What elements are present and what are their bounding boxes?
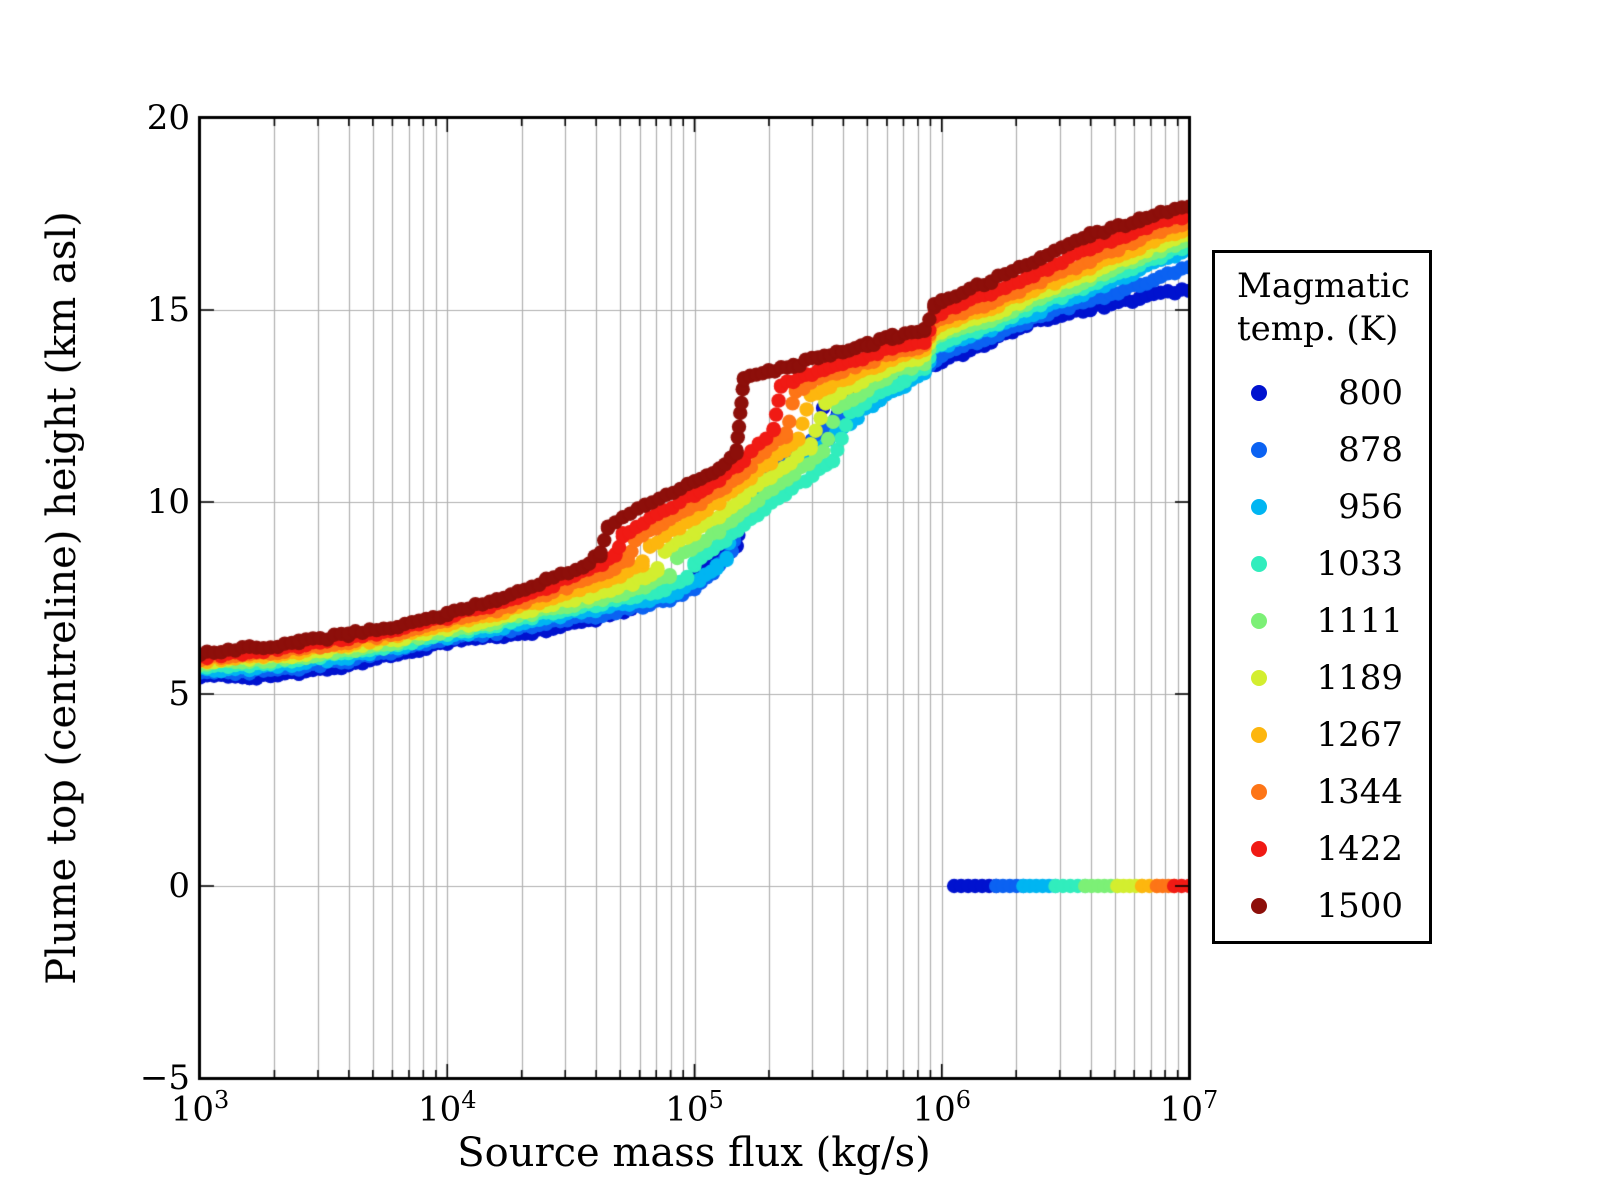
x-tick-10e6: 106 [912, 1086, 972, 1130]
y-tick--5: −5 [139, 1058, 190, 1098]
y-tick-5: 5 [168, 674, 190, 714]
legend-marker-icon [1251, 726, 1267, 743]
legend-entry-878: 878 [1237, 421, 1415, 478]
legend-value: 1033 [1316, 543, 1403, 584]
legend-marker-icon [1251, 669, 1267, 686]
legend-title-line2: temp. (K) [1237, 308, 1399, 349]
y-tick-10: 10 [146, 482, 190, 522]
legend-entry-1344: 1344 [1237, 763, 1415, 820]
legend-value: 878 [1338, 429, 1403, 470]
legend-value: 1111 [1316, 600, 1403, 641]
legend-marker-icon [1251, 384, 1267, 401]
legend-entry-956: 956 [1237, 478, 1415, 535]
legend-entry-800: 800 [1237, 364, 1415, 421]
legend-marker-icon [1251, 441, 1267, 458]
legend-entry-1111: 1111 [1237, 592, 1415, 649]
legend-entry-1033: 1033 [1237, 535, 1415, 592]
legend-entry-1422: 1422 [1237, 820, 1415, 877]
legend-entry-1267: 1267 [1237, 706, 1415, 763]
y-tick-15: 15 [146, 290, 190, 330]
legend-entries: 800 878 956 1033 1111 1189 1267 1344 1422 1500 [1237, 364, 1415, 934]
legend-value: 1422 [1316, 828, 1403, 869]
legend-marker-icon [1251, 783, 1267, 800]
y-tick-20: 20 [146, 98, 190, 138]
legend-title-line1: Magmatic [1237, 266, 1410, 306]
y-tick-0: 0 [168, 866, 190, 906]
x-axis-label: Source mass flux (kg/s) [457, 1130, 931, 1176]
legend-value: 956 [1338, 486, 1403, 527]
legend-entry-1500: 1500 [1237, 877, 1415, 934]
legend-entry-1189: 1189 [1237, 649, 1415, 706]
x-tick-10e3: 103 [170, 1086, 230, 1130]
legend-marker-icon [1251, 612, 1267, 629]
legend-title: Magmatic temp. (K) [1237, 265, 1415, 350]
legend-marker-icon [1251, 498, 1267, 515]
x-tick-10e4: 104 [417, 1086, 477, 1130]
legend-box: Magmatic temp. (K) 800 878 956 1033 1111 1189… [1212, 250, 1432, 944]
legend-value: 1189 [1316, 657, 1403, 698]
legend-value: 1267 [1316, 714, 1403, 755]
legend-value: 800 [1338, 372, 1403, 413]
x-tick-10e7: 107 [1159, 1086, 1219, 1130]
legend-marker-icon [1251, 897, 1267, 914]
legend-value: 1344 [1316, 771, 1403, 812]
legend-value: 1500 [1316, 885, 1403, 926]
legend-marker-icon [1251, 555, 1267, 572]
y-axis-label: Plume top (centreline) height (km asl) [39, 211, 85, 985]
legend-marker-icon [1251, 840, 1267, 857]
x-tick-10e5: 105 [665, 1086, 724, 1130]
